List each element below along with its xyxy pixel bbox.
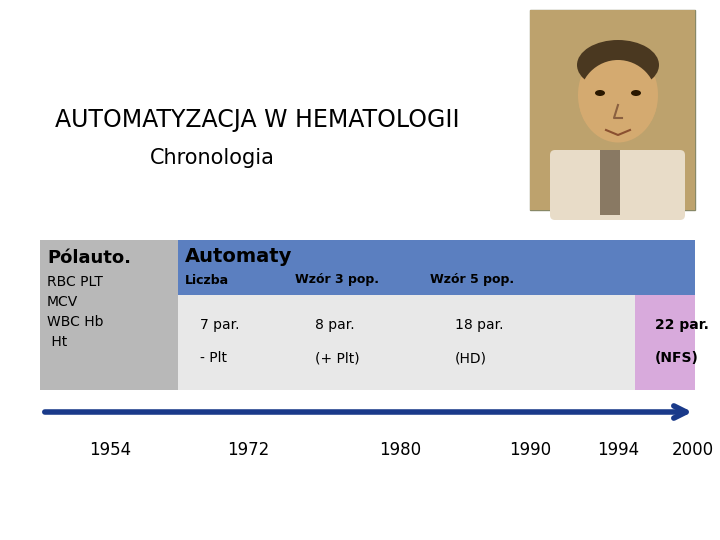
Text: Pólauto.: Pólauto.: [47, 249, 131, 267]
Text: Chronologia: Chronologia: [150, 148, 275, 168]
Text: Ht: Ht: [47, 335, 67, 349]
Text: Automaty: Automaty: [185, 247, 292, 267]
Text: 1972: 1972: [227, 441, 269, 459]
Text: MCV: MCV: [47, 295, 78, 309]
Text: AUTOMATYZACJA W HEMATOLOGII: AUTOMATYZACJA W HEMATOLOGII: [55, 108, 459, 132]
Text: RBC PLT: RBC PLT: [47, 275, 103, 289]
Text: 1954: 1954: [89, 441, 131, 459]
Ellipse shape: [579, 60, 657, 140]
Text: Liczba: Liczba: [185, 273, 229, 287]
FancyBboxPatch shape: [530, 10, 695, 210]
FancyBboxPatch shape: [530, 10, 695, 210]
FancyBboxPatch shape: [550, 150, 685, 220]
Text: (NFS): (NFS): [655, 351, 699, 365]
Text: - Plt: - Plt: [200, 351, 227, 365]
Ellipse shape: [595, 90, 605, 96]
Text: 2000: 2000: [672, 441, 714, 459]
Text: (HD): (HD): [455, 351, 487, 365]
Text: 1990: 1990: [509, 441, 551, 459]
Text: 22 par.: 22 par.: [655, 318, 709, 332]
Text: (+ Plt): (+ Plt): [315, 351, 359, 365]
Bar: [635, 295, 695, 390]
Text: 7 par.: 7 par.: [200, 318, 240, 332]
Bar: [40, 240, 178, 390]
Text: Wzór 5 pop.: Wzór 5 pop.: [430, 273, 514, 287]
Text: Wzór 3 pop.: Wzór 3 pop.: [295, 273, 379, 287]
Text: WBC Hb: WBC Hb: [47, 315, 104, 329]
Text: 1980: 1980: [379, 441, 421, 459]
Ellipse shape: [578, 48, 658, 143]
Text: 18 par.: 18 par.: [455, 318, 503, 332]
FancyBboxPatch shape: [600, 150, 620, 215]
Bar: [178, 240, 695, 295]
Bar: [178, 295, 635, 390]
FancyBboxPatch shape: [530, 10, 695, 210]
Text: 8 par.: 8 par.: [315, 318, 355, 332]
Ellipse shape: [631, 90, 641, 96]
Text: 1994: 1994: [597, 441, 639, 459]
Ellipse shape: [577, 40, 659, 90]
